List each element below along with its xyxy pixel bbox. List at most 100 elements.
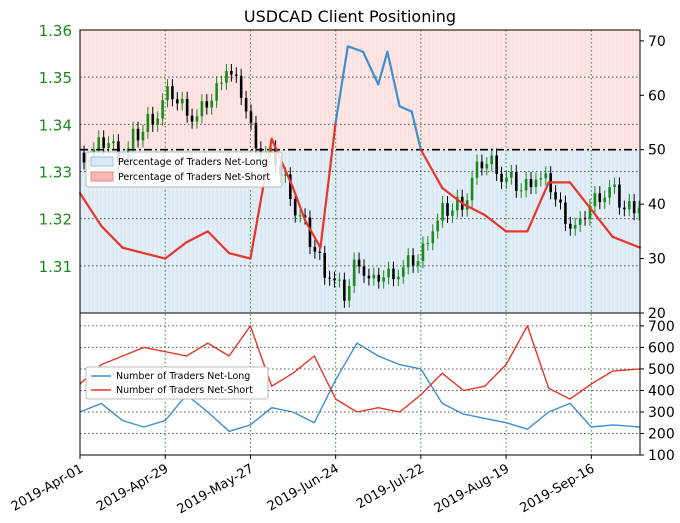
- candle-body: [431, 231, 435, 244]
- candle-body: [588, 206, 592, 219]
- candle-body: [598, 193, 602, 203]
- candle-body: [234, 74, 238, 76]
- candle-body: [347, 285, 351, 301]
- candle-body: [441, 203, 444, 221]
- candle-body: [593, 193, 597, 207]
- pct-axis-tick-label: 70: [648, 34, 666, 50]
- candle-body: [112, 141, 115, 144]
- net-short-percentage-segment: [483, 213, 508, 233]
- candle-body: [406, 255, 410, 268]
- legend-label-net-short-pct: Percentage of Traders Net-Short: [118, 172, 270, 183]
- candle-body: [451, 210, 454, 216]
- pct-axis-tick-label: 50: [648, 143, 666, 159]
- candle-body: [632, 201, 636, 214]
- candle-body: [367, 275, 371, 279]
- count-axis-tick-label: 500: [648, 362, 675, 378]
- candle-body: [446, 203, 449, 216]
- candle-body: [107, 143, 110, 148]
- candle-body: [554, 192, 557, 200]
- candle-body: [156, 118, 159, 125]
- candle-body: [397, 276, 400, 280]
- candle-body: [475, 161, 479, 178]
- candle-body: [372, 274, 376, 279]
- net-short-percentage-segment: [568, 181, 593, 211]
- pct-axis-tick-label: 20: [648, 306, 666, 322]
- candle-body: [146, 113, 150, 132]
- candle-body: [401, 267, 405, 277]
- count-axis-tick-label: 200: [648, 426, 675, 442]
- date-axis-tick-label: 2019-Jul-22: [354, 461, 427, 512]
- price-axis-tick-label: 1.32: [39, 211, 72, 229]
- candle-body: [573, 224, 577, 229]
- candle-body: [608, 187, 611, 198]
- candle-body: [97, 137, 101, 150]
- net-long-percentage-segment: [346, 45, 365, 53]
- pct-axis-tick-label: 60: [648, 88, 666, 104]
- pct-axis-tick-label: 40: [648, 197, 666, 213]
- candle-body: [313, 246, 317, 252]
- candle-body: [514, 171, 518, 191]
- net-long-count-line: [79, 342, 641, 432]
- net-short-percentage-segment: [78, 192, 103, 228]
- candle-body: [161, 100, 164, 119]
- net-short-percentage-segment: [462, 203, 486, 217]
- net-short-percentage-segment: [441, 186, 465, 206]
- candle-body: [357, 259, 361, 267]
- candle-body: [82, 152, 86, 163]
- count-axis-tick-label: 700: [648, 319, 675, 335]
- candle-body: [578, 218, 582, 225]
- short-zone-background: [80, 30, 640, 150]
- net-short-percentage-segment: [304, 219, 322, 249]
- candle-body: [284, 174, 287, 176]
- net-long-percentage-segment: [398, 105, 413, 113]
- candle-body: [490, 155, 494, 165]
- net-short-count-line: [79, 325, 641, 413]
- date-axis-tick-label: 2019-Apr-01: [9, 461, 86, 514]
- net-short-percentage-segment: [319, 121, 337, 249]
- candle-body: [303, 215, 307, 218]
- candle-body: [613, 184, 616, 188]
- candle-body: [392, 268, 395, 280]
- date-axis-tick-label: 2019-Sep-16: [517, 461, 597, 516]
- price-axis-tick-label: 1.33: [39, 164, 72, 182]
- date-axis-tick-label: 2019-Apr-29: [94, 461, 171, 514]
- candle-body: [627, 201, 631, 210]
- net-short-percentage-segment: [291, 186, 307, 222]
- top-legend: [85, 151, 283, 188]
- legend-swatch-net-long-pct: [90, 156, 114, 167]
- net-long-percentage-segment: [361, 50, 380, 86]
- candle-body: [230, 71, 233, 75]
- percentage-lines: [78, 45, 642, 260]
- price-axis-tick-label: 1.34: [39, 116, 72, 134]
- legend-label-net-long-count: Number of Traders Net-Long: [116, 371, 250, 382]
- candle-body: [289, 174, 292, 200]
- top-legend-box: [85, 151, 283, 188]
- net-short-percentage-segment: [590, 208, 614, 238]
- candle-body: [205, 101, 209, 108]
- net-short-percentage-segment: [228, 252, 252, 260]
- count-axis-tick-label: 600: [648, 340, 675, 356]
- candle-body: [200, 101, 204, 117]
- date-axis-tick-label: 2019-Jun-24: [265, 461, 342, 514]
- candle-body: [328, 277, 331, 279]
- candle-body: [195, 116, 199, 122]
- count-lines: [79, 325, 641, 432]
- net-short-percentage-segment: [164, 241, 188, 260]
- candle-body: [298, 215, 302, 217]
- price-axis-tick-label: 1.31: [39, 258, 72, 276]
- net-long-percentage-segment: [410, 110, 422, 151]
- candle-body: [215, 83, 218, 101]
- count-axis-tick-label: 100: [648, 448, 675, 464]
- candle-body: [416, 261, 420, 266]
- candle-body: [308, 217, 312, 247]
- net-long-percentage-segment: [334, 45, 349, 124]
- count-axis-tick-label: 300: [648, 405, 675, 421]
- candle-body: [510, 171, 513, 178]
- candle-body: [618, 184, 621, 208]
- candle-body: [470, 177, 474, 201]
- candle-body: [352, 259, 356, 286]
- net-short-percentage-segment: [100, 224, 124, 249]
- candle-body: [539, 178, 543, 180]
